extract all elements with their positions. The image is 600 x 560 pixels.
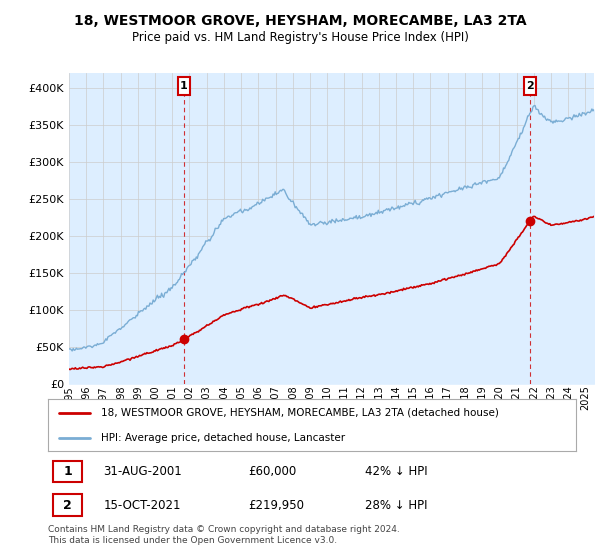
Text: 42% ↓ HPI: 42% ↓ HPI [365, 465, 427, 478]
FancyBboxPatch shape [53, 494, 82, 516]
Text: 18, WESTMOOR GROVE, HEYSHAM, MORECAMBE, LA3 2TA (detached house): 18, WESTMOOR GROVE, HEYSHAM, MORECAMBE, … [101, 408, 499, 418]
FancyBboxPatch shape [53, 460, 82, 482]
Text: 31-AUG-2001: 31-AUG-2001 [103, 465, 182, 478]
Text: 28% ↓ HPI: 28% ↓ HPI [365, 498, 427, 512]
Text: 2: 2 [64, 498, 72, 512]
Text: £219,950: £219,950 [248, 498, 305, 512]
Text: 15-OCT-2021: 15-OCT-2021 [103, 498, 181, 512]
Text: 2: 2 [526, 81, 534, 91]
Text: HPI: Average price, detached house, Lancaster: HPI: Average price, detached house, Lanc… [101, 433, 345, 443]
FancyBboxPatch shape [178, 77, 190, 95]
Text: Contains HM Land Registry data © Crown copyright and database right 2024.
This d: Contains HM Land Registry data © Crown c… [48, 525, 400, 545]
FancyBboxPatch shape [524, 77, 536, 95]
Text: 1: 1 [180, 81, 188, 91]
Text: 1: 1 [64, 465, 72, 478]
Text: £60,000: £60,000 [248, 465, 297, 478]
Text: Price paid vs. HM Land Registry's House Price Index (HPI): Price paid vs. HM Land Registry's House … [131, 31, 469, 44]
Text: 18, WESTMOOR GROVE, HEYSHAM, MORECAMBE, LA3 2TA: 18, WESTMOOR GROVE, HEYSHAM, MORECAMBE, … [74, 14, 526, 28]
